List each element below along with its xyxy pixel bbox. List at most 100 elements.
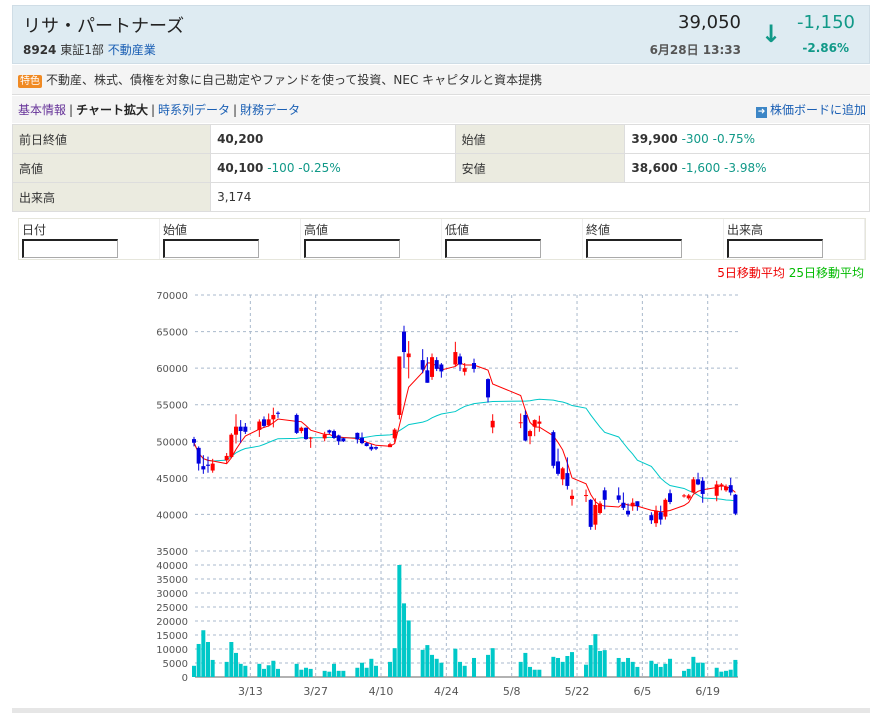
volume-bar	[616, 657, 621, 677]
legend-ma25: 25日移動平均	[788, 266, 864, 280]
high-change: -100 -0.25%	[267, 161, 341, 175]
readout-label: 低値	[445, 223, 470, 237]
readout-date: 日付	[19, 219, 160, 259]
candle-body	[234, 426, 239, 435]
candle-body	[360, 437, 365, 444]
volume-bar	[551, 656, 556, 677]
candle-body	[238, 426, 243, 432]
low: 38,600	[631, 161, 678, 175]
readout-close: 終値	[583, 219, 724, 259]
candle-body	[201, 466, 206, 470]
price-datetime: 6月28日 13:33	[649, 43, 741, 57]
candle-body	[714, 484, 719, 496]
candle-body	[406, 353, 411, 358]
candle-body	[439, 364, 444, 372]
candle-body	[374, 447, 379, 449]
ma5-line	[193, 362, 736, 513]
volume-bar	[560, 661, 565, 677]
x-tick-label: 3/13	[238, 685, 263, 698]
sector-link[interactable]: 不動産業	[107, 43, 156, 57]
open-label: 始値	[454, 124, 626, 154]
volume-bar	[528, 666, 533, 677]
date-field[interactable]	[22, 239, 118, 258]
volume-bar	[584, 664, 589, 677]
candle-body	[490, 420, 495, 428]
arrow-right-icon: ➜	[755, 107, 767, 118]
candle-body	[210, 463, 215, 471]
x-tick-label: 5/8	[503, 685, 521, 698]
volume-bar	[728, 669, 733, 677]
candle-body	[700, 480, 705, 494]
volume-bar	[458, 661, 463, 677]
candle-body	[462, 368, 467, 372]
candle-body	[266, 419, 271, 426]
volume-tick-label: 40000	[156, 561, 188, 572]
readout-label: 出来高	[727, 223, 764, 237]
volume-tick-label: 0	[182, 673, 188, 684]
nav-time-series[interactable]: 時系列データ	[158, 103, 231, 117]
price-tick-label: 70000	[156, 291, 188, 302]
price-tick-label: 65000	[156, 328, 188, 339]
volume-bar	[308, 668, 313, 677]
candle-body	[355, 432, 360, 440]
sub-nav: 基本情報 | チャート拡大 | 時系列データ | 財務データ ➜ 株価ボードに追加	[12, 96, 870, 123]
candle-body	[626, 510, 631, 515]
candle-body	[271, 414, 276, 420]
feature-text: 不動産、株式、債権を対象に自己勘定やファンドを使って投資、NEC キャピタルと資…	[46, 73, 543, 87]
volume-bar	[686, 668, 691, 677]
volume-bar	[224, 661, 229, 677]
open-field[interactable]	[163, 239, 259, 258]
volume-bar	[626, 657, 631, 677]
candle-body	[332, 431, 337, 438]
candle-body	[229, 434, 234, 458]
x-tick-label: 6/5	[634, 685, 652, 698]
candle-body	[663, 499, 668, 517]
readout-label: 日付	[22, 223, 47, 237]
volume-bar	[299, 669, 304, 677]
close-field[interactable]	[586, 239, 682, 258]
volume-tick-label: 30000	[156, 589, 188, 600]
volume-tick-label: 25000	[156, 603, 188, 614]
volume-bar	[392, 648, 397, 677]
volume-bar	[420, 649, 425, 677]
candle-body	[682, 495, 687, 497]
volume-tick-label: 35000	[156, 575, 188, 586]
low-field[interactable]	[445, 239, 541, 258]
volume-bar	[355, 667, 360, 677]
volume-bar	[229, 642, 234, 677]
readout-label: 始値	[163, 223, 188, 237]
nav-basic-info[interactable]: 基本情報	[18, 103, 67, 117]
candle-body	[532, 420, 537, 427]
nav-financial[interactable]: 財務データ	[240, 103, 301, 117]
high-field[interactable]	[304, 239, 400, 258]
company-name: リサ・パートナーズ	[23, 16, 185, 37]
volume-bar	[462, 665, 467, 677]
volume-bar	[439, 662, 444, 677]
high-value: 40,100 -100 -0.25%	[210, 153, 456, 183]
volume-bar	[598, 650, 603, 677]
volume-bar	[369, 658, 374, 677]
add-to-board-link[interactable]: ➜ 株価ボードに追加	[755, 101, 866, 118]
volume-bar	[374, 665, 379, 677]
volume-field[interactable]	[727, 239, 823, 258]
candle-body	[425, 370, 430, 383]
volume-bar	[537, 669, 542, 677]
candle-body	[649, 515, 654, 521]
volume-bar	[593, 634, 598, 677]
volume-bar	[556, 657, 561, 677]
current-price: 39,050	[678, 12, 741, 33]
candle-body	[299, 427, 304, 432]
volume-bar	[682, 670, 687, 677]
candle-body	[224, 455, 229, 461]
candle-body	[262, 419, 267, 426]
candle-body	[630, 502, 635, 507]
volume-bar	[238, 663, 243, 677]
add-to-board-label: 株価ボードに追加	[769, 103, 866, 117]
candle-body	[588, 499, 593, 527]
volume-bar	[206, 642, 211, 677]
candle-body	[528, 431, 533, 437]
candle-body	[458, 356, 463, 365]
volume-bar	[276, 668, 281, 677]
nav-chart-zoom: チャート拡大	[76, 103, 148, 117]
